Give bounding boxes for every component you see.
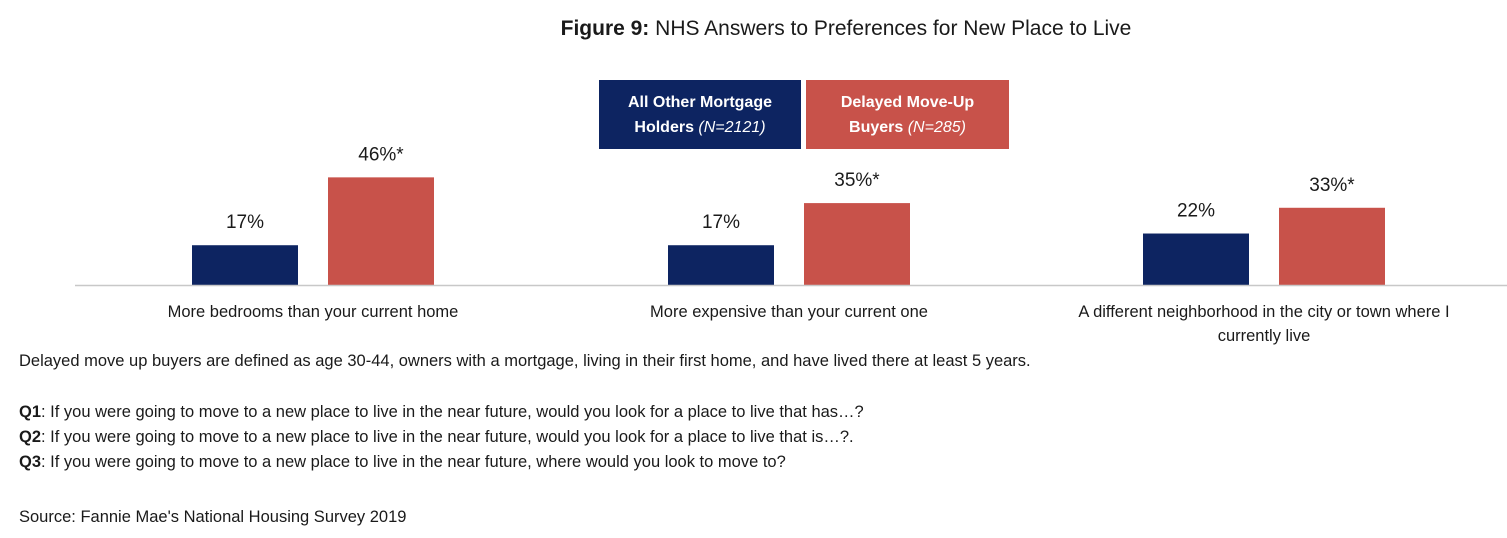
question-2: Q2: If you were going to move to a new p… (19, 428, 854, 447)
x-tick-label: More bedrooms than your current home (168, 303, 459, 321)
data-label: 46%* (358, 144, 404, 165)
bar-chart: 17% 17% 22% 46%* 35%* 33%* More bedrooms than … (75, 144, 1507, 345)
legend-label: Delayed Move-Up (840, 93, 975, 111)
data-label: 35%* (834, 170, 880, 191)
bar-series-1-category-2 (1279, 207, 1385, 285)
legend-label: Buyers (849, 118, 904, 136)
legend-label: Holders (634, 118, 694, 136)
source-note: Source: Fannie Mae's National Housing Su… (19, 508, 407, 526)
data-label: 33%* (1309, 175, 1355, 196)
definition-note: Delayed move up buyers are defined as ag… (19, 352, 1031, 370)
chart-title-prefix: Figure 9: (560, 17, 650, 40)
question-label: Q2 (19, 428, 42, 446)
legend-n: (N=2121) (698, 118, 766, 136)
bar-series-0-category-2 (1143, 233, 1249, 285)
x-tick-label: More expensive than your current one (650, 303, 928, 321)
data-label: 17% (226, 212, 264, 233)
bar-series-1-category-1 (804, 203, 910, 285)
bar-series-0-category-1 (668, 245, 774, 285)
legend-label: All Other Mortgage (627, 93, 772, 111)
chart-title-text: NHS Answers to Preferences for New Place… (655, 17, 1132, 40)
x-tick-label: A different neighborhood in the city or … (1078, 303, 1449, 321)
bar-series-0-category-0 (192, 245, 298, 285)
legend-item-all-other-mortgage-holders: All Other Mortgage Holders (N=2121) (599, 80, 801, 149)
x-tick-label: currently live (1218, 327, 1311, 345)
legend-n: (N=285) (907, 118, 966, 136)
question-label: Q3 (19, 453, 42, 471)
question-text: : If you were going to move to a new pla… (41, 403, 864, 421)
question-text: : If you were going to move to a new pla… (41, 453, 786, 471)
question-text: : If you were going to move to a new pla… (41, 428, 854, 446)
legend-item-delayed-move-up-buyers: Delayed Move-Up Buyers (N=285) (806, 80, 1009, 149)
question-label: Q1 (19, 403, 42, 421)
chart-title: Figure 9: NHS Answers to Preferences for… (0, 17, 1507, 41)
question-1: Q1: If you were going to move to a new p… (19, 403, 864, 422)
bar-series-1-category-0 (328, 177, 434, 285)
question-3: Q3: If you were going to move to a new p… (19, 453, 786, 472)
data-label: 22% (1177, 201, 1215, 222)
data-label: 17% (702, 212, 740, 233)
